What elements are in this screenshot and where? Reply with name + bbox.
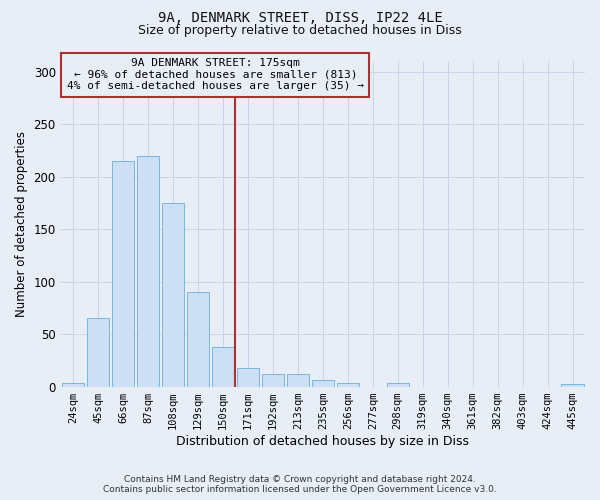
Bar (162, 203, 184, 386)
Bar (262, 374, 284, 386)
Bar (187, 292, 209, 386)
Bar (287, 374, 309, 386)
X-axis label: Distribution of detached houses by size in Diss: Distribution of detached houses by size … (176, 434, 469, 448)
Y-axis label: Number of detached properties: Number of detached properties (15, 131, 28, 317)
Text: Contains HM Land Registry data © Crown copyright and database right 2024.: Contains HM Land Registry data © Crown c… (124, 475, 476, 484)
Bar (212, 346, 234, 387)
Bar (87, 318, 109, 386)
Text: 9A DENMARK STREET: 175sqm
← 96% of detached houses are smaller (813)
4% of semi-: 9A DENMARK STREET: 175sqm ← 96% of detac… (67, 58, 364, 92)
Text: Size of property relative to detached houses in Diss: Size of property relative to detached ho… (138, 24, 462, 37)
Bar (62, 384, 85, 386)
Bar (561, 384, 584, 386)
Text: Contains public sector information licensed under the Open Government Licence v3: Contains public sector information licen… (103, 485, 497, 494)
Bar (137, 156, 159, 386)
Bar (311, 380, 334, 386)
Bar (236, 368, 259, 386)
Bar (386, 384, 409, 386)
Text: 9A, DENMARK STREET, DISS, IP22 4LE: 9A, DENMARK STREET, DISS, IP22 4LE (158, 11, 442, 25)
Bar (337, 384, 359, 386)
Bar (112, 161, 134, 386)
